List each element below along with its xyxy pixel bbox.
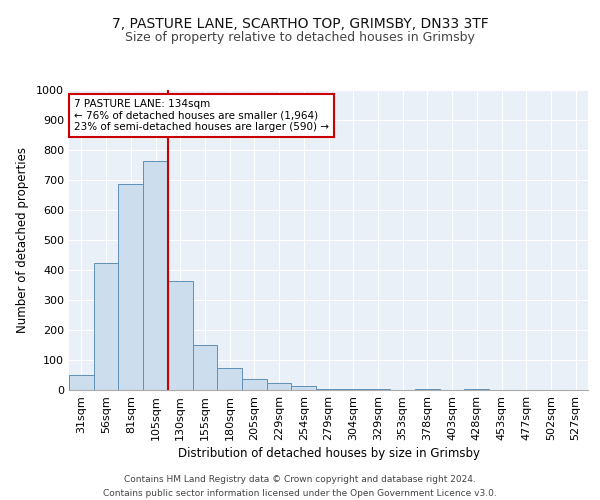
Bar <box>464 389 489 390</box>
Bar <box>143 162 168 390</box>
Bar <box>267 382 292 390</box>
Bar <box>69 375 94 390</box>
Bar <box>168 282 193 390</box>
Bar <box>217 368 242 390</box>
Bar <box>118 184 143 390</box>
Text: 7 PASTURE LANE: 134sqm
← 76% of detached houses are smaller (1,964)
23% of semi-: 7 PASTURE LANE: 134sqm ← 76% of detached… <box>74 99 329 132</box>
Text: Size of property relative to detached houses in Grimsby: Size of property relative to detached ho… <box>125 31 475 44</box>
Bar <box>193 345 217 390</box>
Bar <box>292 386 316 390</box>
X-axis label: Distribution of detached houses by size in Grimsby: Distribution of detached houses by size … <box>178 447 479 460</box>
Bar <box>341 389 365 390</box>
Bar <box>242 379 267 390</box>
Y-axis label: Number of detached properties: Number of detached properties <box>16 147 29 333</box>
Bar <box>316 388 341 390</box>
Text: Contains HM Land Registry data © Crown copyright and database right 2024.
Contai: Contains HM Land Registry data © Crown c… <box>103 476 497 498</box>
Bar <box>415 389 440 390</box>
Text: 7, PASTURE LANE, SCARTHO TOP, GRIMSBY, DN33 3TF: 7, PASTURE LANE, SCARTHO TOP, GRIMSBY, D… <box>112 18 488 32</box>
Bar <box>94 264 118 390</box>
